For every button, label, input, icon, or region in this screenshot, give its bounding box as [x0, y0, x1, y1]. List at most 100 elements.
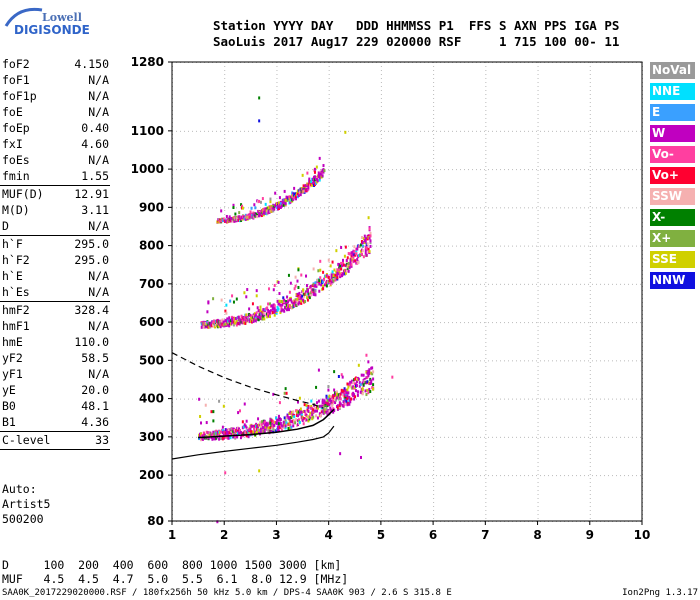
grid-dot: [380, 134, 382, 135]
grid-dot: [320, 169, 321, 171]
echo-dot: [287, 300, 290, 304]
grid-dot: [328, 206, 330, 207]
echo-dot: [279, 202, 282, 206]
grid-dot: [244, 169, 245, 171]
grid-dot: [548, 398, 549, 400]
grid-dot: [380, 314, 382, 315]
grid-dot: [576, 398, 577, 400]
grid-dot: [589, 214, 591, 215]
echo-dot: [313, 167, 316, 171]
grid-dot: [252, 436, 253, 438]
grid-dot: [589, 378, 591, 379]
grid-dot: [589, 346, 591, 347]
grid-dot: [392, 207, 393, 209]
grid-dot: [380, 306, 382, 307]
grid-dot: [264, 360, 265, 362]
grid-dot: [328, 110, 330, 111]
grid-dot: [232, 283, 233, 285]
grid-dot: [433, 486, 435, 487]
grid-dot: [589, 130, 591, 131]
grid-dot: [540, 322, 541, 324]
grid-dot: [380, 490, 382, 491]
grid-dot: [485, 426, 487, 427]
grid-dot: [224, 514, 226, 515]
grid-dot: [176, 283, 177, 285]
grid-dot: [537, 262, 539, 263]
grid-dot: [589, 510, 591, 511]
grid-dot: [485, 446, 487, 447]
grid-dot: [485, 342, 487, 343]
grid-dot: [324, 360, 325, 362]
grid-dot: [537, 158, 539, 159]
grid-dot: [416, 436, 417, 438]
grid-dot: [537, 410, 539, 411]
echo-dot: [234, 435, 237, 439]
grid-dot: [256, 207, 257, 209]
grid-dot: [537, 386, 539, 387]
grid-dot: [537, 94, 539, 95]
grid-dot: [372, 436, 373, 438]
param-name: foEp: [2, 121, 30, 135]
grid-dot: [424, 169, 425, 171]
grid-dot: [580, 245, 581, 247]
grid-dot: [636, 436, 637, 438]
echo-dot: [309, 284, 312, 288]
grid-dot: [380, 202, 382, 203]
echo-dot: [339, 273, 342, 277]
grid-dot: [540, 436, 541, 438]
grid-dot: [224, 462, 226, 463]
grid-dot: [416, 130, 417, 132]
grid-dot: [537, 286, 539, 287]
grid-dot: [256, 283, 257, 285]
grid-dot: [589, 102, 591, 103]
grid-dot: [589, 306, 591, 307]
grid-dot: [472, 130, 473, 132]
grid-dot: [380, 190, 382, 191]
grid-dot: [576, 130, 577, 132]
grid-dot: [537, 294, 539, 295]
grid-dot: [224, 270, 226, 271]
echo-dot: [336, 276, 339, 280]
grid-dot: [364, 360, 365, 362]
echo-dot: [334, 396, 337, 400]
grid-dot: [572, 207, 573, 209]
x-tick-label: 3: [272, 528, 280, 542]
grid-dot: [328, 94, 330, 95]
grid-dot: [400, 398, 401, 400]
grid-dot: [560, 207, 561, 209]
echo-dot: [241, 420, 244, 424]
grid-dot: [485, 174, 487, 175]
grid-dot: [589, 274, 591, 275]
grid-dot: [328, 434, 330, 435]
grid-dot: [433, 286, 435, 287]
echo-dot: [244, 321, 247, 325]
grid-dot: [548, 475, 549, 477]
grid-dot: [320, 245, 321, 247]
echo-dot: [336, 407, 339, 411]
echo-dot: [234, 321, 237, 325]
echo-dot: [240, 314, 243, 318]
echo-dot: [333, 370, 336, 374]
echo-dot: [354, 259, 357, 263]
grid-dot: [537, 166, 539, 167]
grid-dot: [380, 374, 382, 375]
grid-dot: [348, 207, 349, 209]
grid-dot: [589, 254, 591, 255]
grid-dot: [537, 462, 539, 463]
grid-dot: [276, 446, 278, 447]
grid-dot: [276, 486, 278, 487]
echo-dot: [283, 391, 286, 395]
grid-dot: [380, 478, 382, 479]
grid-dot: [224, 398, 226, 399]
grid-dot: [496, 130, 497, 132]
grid-dot: [460, 130, 461, 132]
grid-dot: [512, 283, 513, 285]
grid-dot: [596, 436, 597, 438]
grid-dot: [224, 162, 226, 163]
echo-dot: [361, 392, 364, 396]
grid-dot: [568, 436, 569, 438]
grid-dot: [485, 166, 487, 167]
grid-dot: [620, 360, 621, 362]
grid-dot: [328, 182, 330, 183]
grid-dot: [488, 398, 489, 400]
